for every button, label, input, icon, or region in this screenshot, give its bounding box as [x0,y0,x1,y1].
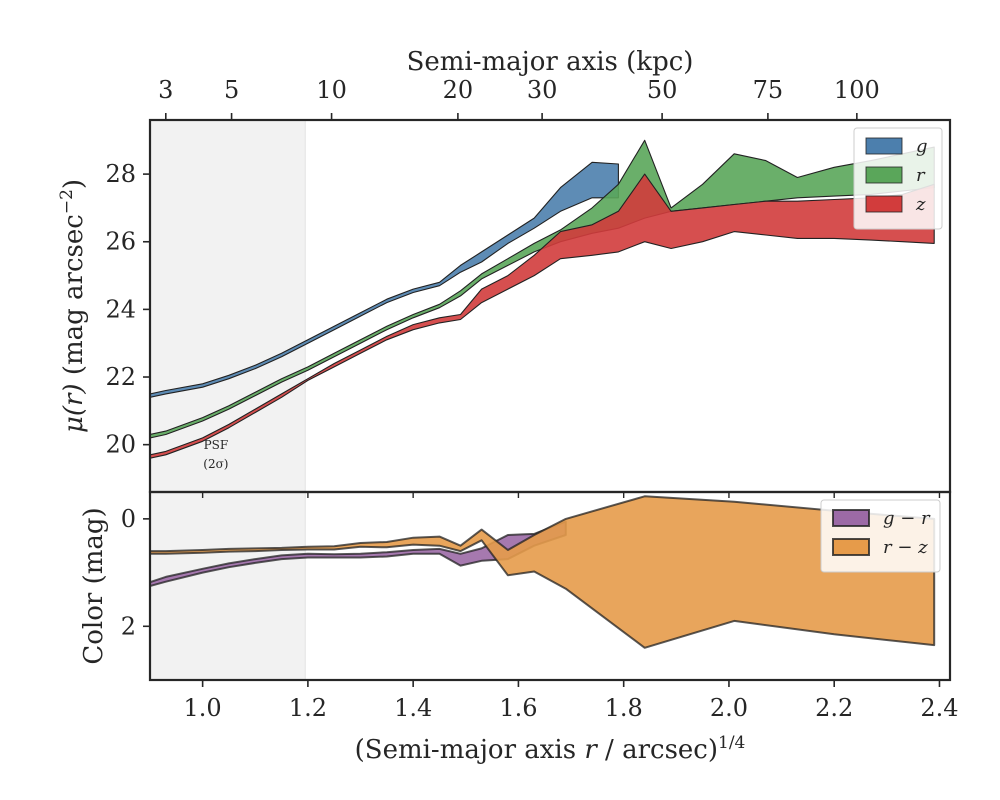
x-tick-label: 1.2 [289,694,327,722]
x-tick-label: 1.0 [184,694,222,722]
psf-sigma-label: (2σ) [203,457,228,471]
top-tick-label: 10 [316,76,347,104]
color-y-tick-label: 2 [121,612,136,640]
sb-legend-swatch [865,137,903,155]
top-tick-label: 50 [647,76,678,104]
x-tick-label: 2.4 [920,694,958,722]
x-tick-label: 1.6 [499,694,537,722]
sb-legend-swatch [865,166,903,184]
sb-y-tick-label: 22 [105,363,136,391]
x-tick-label: 2.0 [710,694,748,722]
color-y-tick-label: 0 [121,505,136,533]
color-legend-label: g − r [883,508,931,529]
sb-y-tick-label: 24 [105,295,136,323]
sb-legend-label: z [915,194,926,215]
psf-label: PSF [204,438,229,452]
top-tick-label: 20 [443,76,474,104]
top-tick-label: 3 [158,76,173,104]
color-legend-label: r − z [883,537,928,558]
top-tick-label: 100 [834,76,880,104]
top-tick-label: 30 [527,76,558,104]
sb-legend-label: g [916,136,928,157]
color-y-axis-title: Color (mag) [79,507,109,664]
x-tick-label: 1.4 [394,694,432,722]
sb-y-axis-title: μ(r) (mag arcsec−2) [57,179,89,433]
sb-y-tick-label: 20 [105,431,136,459]
top-tick-label: 75 [753,76,784,104]
sb-legend-swatch [865,195,903,213]
sb-band-0 [150,161,619,398]
sb-legend-label: r [916,165,926,186]
x-axis-title: (Semi-major axis r / arcsec)1/4 [355,733,746,765]
sb-y-tick-label: 26 [105,228,136,256]
psf-region [150,120,306,680]
color-legend-swatch [832,538,870,556]
x-tick-label: 2.2 [815,694,853,722]
top-axis-title: Semi-major axis (kpc) [407,47,694,77]
bottom-panel-frame [148,490,952,682]
sb-y-tick-label: 28 [105,160,136,188]
x-tick-label: 1.8 [605,694,643,722]
top-tick-label: 5 [224,76,239,104]
color-legend-swatch [832,509,870,527]
